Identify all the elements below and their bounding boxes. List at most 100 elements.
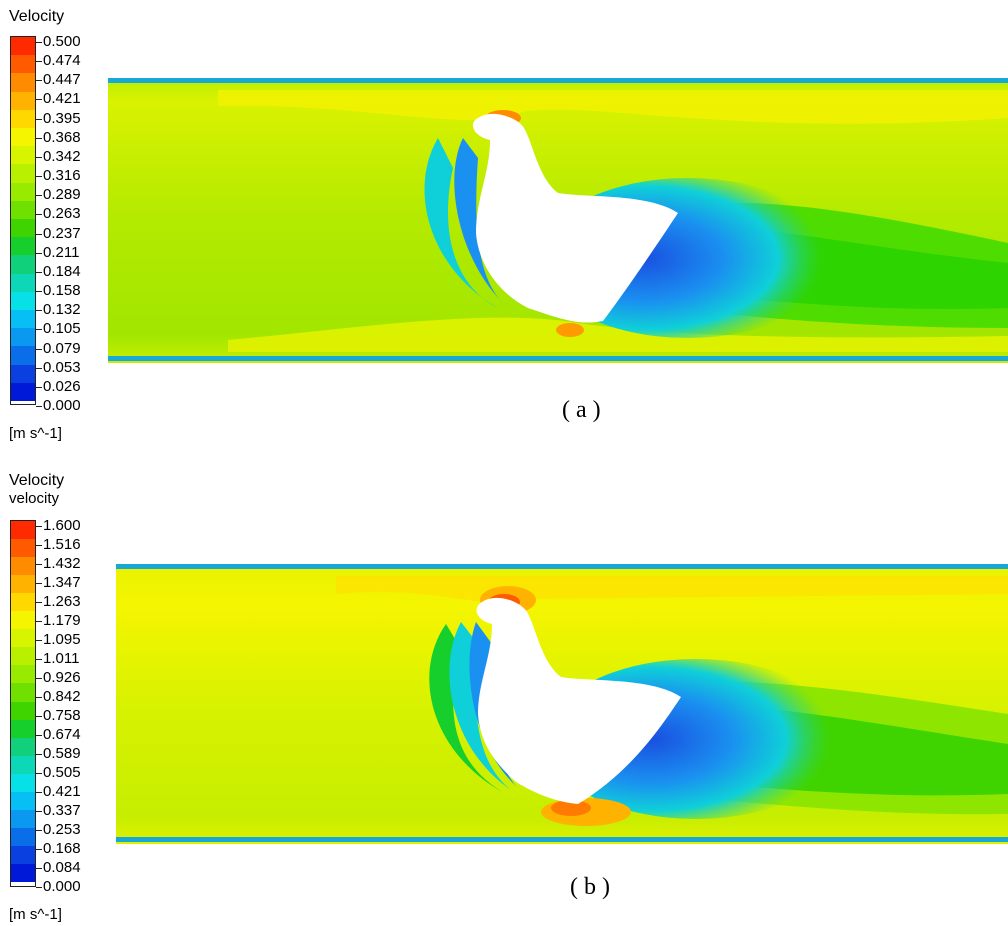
legend-color-band <box>11 91 35 111</box>
legend-color-band <box>11 164 35 184</box>
legend-tick-mark <box>36 640 42 641</box>
legend-tick-mark <box>36 621 42 622</box>
legend-color-band <box>11 809 35 829</box>
legend-tick-mark <box>36 406 42 407</box>
legend-tick-label: 1.347 <box>43 574 81 591</box>
legend-tick-mark <box>36 792 42 793</box>
legend-tick-label: 0.158 <box>43 282 81 300</box>
legend-tick-mark <box>36 310 42 312</box>
legend-tick-mark <box>36 367 42 369</box>
legend-tick-mark <box>36 271 42 273</box>
legend-color-band <box>11 310 35 329</box>
legend-color-band <box>11 346 35 366</box>
legend-color-band <box>11 791 35 811</box>
legend-tick-label: 0.926 <box>43 669 81 686</box>
legend-tick-label: 0.421 <box>43 783 81 800</box>
legend-tick-label: 1.179 <box>43 612 81 629</box>
legend-tick-label: 0.474 <box>43 52 81 70</box>
legend-tick-label: 0.105 <box>43 320 81 338</box>
legend-tick-label: 0.758 <box>43 707 81 724</box>
legend-color-band <box>11 55 35 74</box>
legend-color-band <box>11 364 35 384</box>
legend-tick-mark <box>36 830 42 831</box>
legend-tick-mark <box>36 754 42 755</box>
legend-tick-label: 0.053 <box>43 358 81 376</box>
legend-tick-mark <box>36 291 42 293</box>
legend-color-band <box>11 719 35 739</box>
legend-tick-label: 0.000 <box>43 397 81 414</box>
legend-tick-mark <box>36 118 42 120</box>
legend-tick-mark <box>36 545 42 546</box>
legend-tick-label: 1.263 <box>43 593 81 610</box>
velocity-color-legend <box>10 36 36 405</box>
legend-tick-label: 0.184 <box>43 262 81 280</box>
legend-tick-mark <box>36 773 42 774</box>
legend-color-band <box>11 593 35 612</box>
legend-tick-label: 0.505 <box>43 764 81 781</box>
legend-tick-label: 0.211 <box>43 243 80 261</box>
legend-tick-label: 0.237 <box>43 224 81 242</box>
legend-tick-label: 0.000 <box>43 878 81 895</box>
velocity-color-legend <box>10 520 36 887</box>
legend-tick-mark <box>36 697 42 698</box>
legend-color-band <box>11 557 35 576</box>
legend-tick-mark <box>36 887 42 888</box>
legend-tick-mark <box>36 811 42 812</box>
legend-tick-label: 0.168 <box>43 840 81 857</box>
legend-color-band <box>11 219 35 238</box>
legend-color-band <box>11 237 35 256</box>
legend-color-band <box>11 291 35 311</box>
legend-units: [m s^-1] <box>9 425 62 442</box>
legend-tick-mark <box>36 678 42 679</box>
legend-tick-label: 0.342 <box>43 147 81 165</box>
legend-tick-label: 0.289 <box>43 186 81 204</box>
legend-color-band <box>11 273 35 293</box>
legend-tick-mark <box>36 735 42 736</box>
legend-tick-label: 1.011 <box>43 650 80 667</box>
legend-tick-label: 0.316 <box>43 167 81 185</box>
legend-tick-label: 0.337 <box>43 802 81 819</box>
legend-tick-label: 0.842 <box>43 688 81 705</box>
legend-color-band <box>11 845 35 865</box>
panel-caption: ( a ) <box>562 397 601 423</box>
legend-color-band <box>11 109 35 129</box>
legend-tick-label: 0.368 <box>43 128 81 146</box>
legend-color-band <box>11 737 35 757</box>
legend-color-band <box>11 328 35 347</box>
legend-color-band <box>11 200 35 220</box>
legend-tick-mark <box>36 214 42 216</box>
contour-panel-a: Velocity 0.500 0.474 0.447 0.421 0.395 0.368 0… <box>0 0 1008 450</box>
legend-tick-label: 0.589 <box>43 745 81 762</box>
legend-tick-mark <box>36 329 42 331</box>
legend-tick-mark <box>36 564 42 565</box>
legend-tick-mark <box>36 348 42 350</box>
legend-tick-label: 0.674 <box>43 726 81 743</box>
legend-tick-mark <box>36 602 42 603</box>
legend-color-band <box>11 539 35 558</box>
legend-tick-mark <box>36 252 42 254</box>
legend-tick-label: 0.026 <box>43 377 81 395</box>
solid-body-shape <box>472 113 678 323</box>
legend-tick-mark <box>36 176 42 178</box>
legend-color-band <box>11 611 35 630</box>
velocity-contour-field <box>108 78 1008 363</box>
legend-tick-mark <box>36 849 42 850</box>
legend-color-band <box>11 773 35 793</box>
legend-tick-mark <box>36 716 42 717</box>
legend-tick-label: 0.421 <box>43 90 81 108</box>
legend-color-band <box>11 521 35 540</box>
legend-tick-label: 0.079 <box>43 339 81 357</box>
legend-tick-label: 0.500 <box>43 33 81 50</box>
legend-tick-mark <box>36 42 42 43</box>
legend-color-band <box>11 629 35 648</box>
legend-tick-label: 0.132 <box>43 301 81 319</box>
legend-tick-label: 1.095 <box>43 631 81 648</box>
legend-color-band <box>11 683 35 702</box>
legend-tick-mark <box>36 80 42 82</box>
solid-body-shape <box>476 597 681 804</box>
legend-tick-mark <box>36 659 42 660</box>
legend-tick-label: 0.084 <box>43 859 81 876</box>
legend-tick-label: 1.432 <box>43 555 81 572</box>
legend-units: [m s^-1] <box>9 906 62 923</box>
legend-color-band <box>11 73 35 93</box>
